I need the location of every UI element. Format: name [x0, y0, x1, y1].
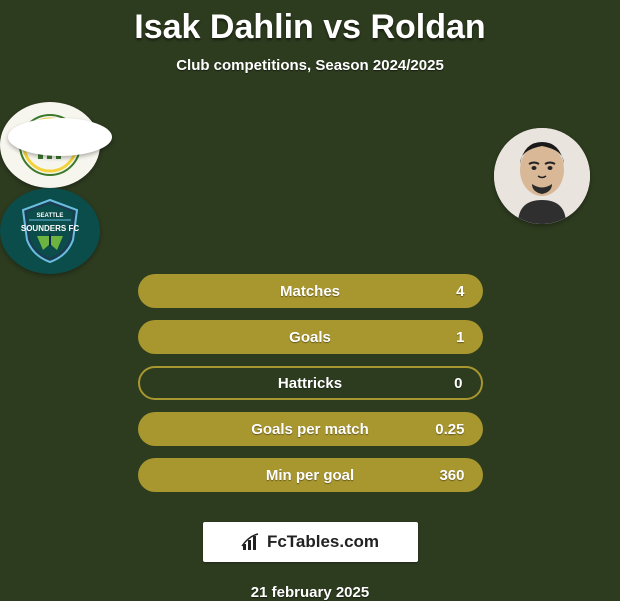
stat-label: Hattricks	[278, 375, 342, 392]
stat-label: Min per goal	[266, 467, 354, 484]
stat-row-hattricks: Hattricks 0	[138, 366, 483, 400]
player-avatar-right	[494, 128, 590, 224]
player-face-icon	[494, 128, 590, 224]
stat-value: 0.25	[435, 421, 464, 438]
subtitle: Club competitions, Season 2024/2025	[0, 57, 620, 74]
watermark-text: FcTables.com	[267, 532, 379, 552]
stat-value: 4	[456, 283, 464, 300]
player-avatar-left	[8, 118, 112, 156]
sounders-logo-icon: SEATTLE SOUNDERS FC	[15, 196, 85, 266]
stat-row-min-per-goal: Min per goal 360	[138, 458, 483, 492]
svg-text:SOUNDERS FC: SOUNDERS FC	[21, 224, 79, 233]
comparison-card: Isak Dahlin vs Roldan Club competitions,…	[0, 0, 620, 601]
stat-value: 360	[439, 467, 464, 484]
stat-label: Goals per match	[251, 421, 369, 438]
bar-chart-icon	[241, 532, 263, 552]
watermark[interactable]: FcTables.com	[203, 522, 418, 562]
svg-text:SEATTLE: SEATTLE	[37, 213, 64, 219]
team-logo-right: SEATTLE SOUNDERS FC	[0, 188, 100, 274]
page-title: Isak Dahlin vs Roldan	[0, 8, 620, 47]
stat-row-goals: Goals 1	[138, 320, 483, 354]
stat-label: Goals	[289, 329, 331, 346]
stat-value: 0	[454, 375, 462, 392]
stat-value: 1	[456, 329, 464, 346]
stat-row-goals-per-match: Goals per match 0.25	[138, 412, 483, 446]
stat-label: Matches	[280, 283, 340, 300]
stat-row-matches: Matches 4	[138, 274, 483, 308]
stat-rows: Matches 4 Goals 1 Hattricks 0 Goals per …	[138, 274, 483, 492]
date-text: 21 february 2025	[0, 584, 620, 601]
